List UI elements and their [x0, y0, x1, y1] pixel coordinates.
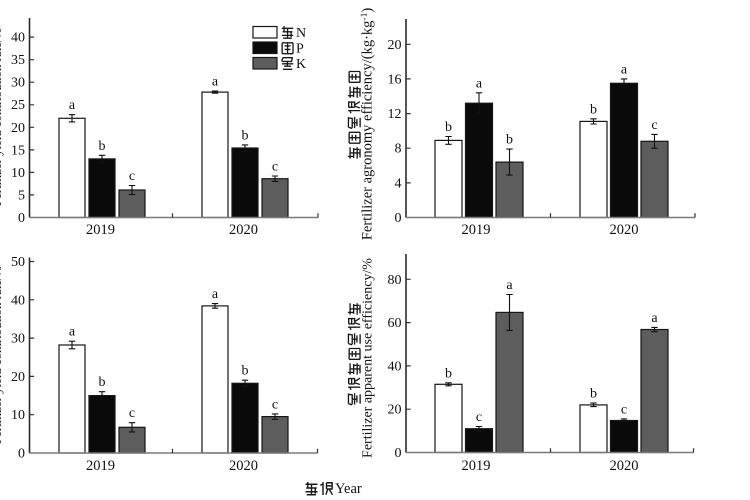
svg-text:0: 0: [18, 447, 25, 462]
svg-text:20: 20: [11, 121, 25, 136]
svg-text:a: a: [212, 75, 219, 90]
svg-text:a: a: [69, 98, 76, 113]
svg-text:c: c: [129, 169, 135, 184]
svg-text:a: a: [212, 287, 219, 302]
svg-text:20: 20: [11, 370, 25, 385]
svg-text:K: K: [296, 57, 306, 72]
svg-text:c: c: [272, 397, 278, 412]
svg-text:30: 30: [11, 332, 25, 347]
svg-text:2019: 2019: [86, 458, 115, 474]
svg-text:Fertilizer yield contribution: Fertilizer yield contribution rate/%: [0, 28, 4, 206]
svg-text:5: 5: [18, 188, 25, 203]
svg-text:40: 40: [11, 31, 25, 46]
svg-text:2019: 2019: [462, 458, 491, 474]
svg-text:b: b: [445, 120, 452, 135]
svg-text:P: P: [296, 42, 304, 57]
svg-text:b: b: [590, 387, 597, 402]
svg-text:40: 40: [388, 359, 402, 374]
svg-text:Fertilizer agronomy efficiency: Fertilizer agronomy efficiency/(kg·kg-1): [360, 8, 376, 241]
svg-text:b: b: [445, 366, 452, 381]
svg-text:0: 0: [395, 211, 402, 226]
svg-text:c: c: [272, 160, 278, 175]
svg-text:Fertilizer apparent use effici: Fertilizer apparent use efficiency/%: [361, 258, 376, 458]
svg-text:2020: 2020: [229, 222, 258, 238]
svg-text:2020: 2020: [610, 458, 639, 474]
svg-text:c: c: [476, 410, 482, 425]
svg-text:a: a: [651, 311, 658, 326]
svg-text:20: 20: [388, 38, 402, 53]
svg-text:10: 10: [11, 408, 25, 423]
svg-text:c: c: [129, 406, 135, 421]
svg-text:40: 40: [11, 293, 25, 308]
svg-text:12: 12: [388, 107, 402, 122]
svg-text:0: 0: [395, 446, 402, 461]
svg-text:20: 20: [388, 403, 402, 418]
svg-text:30: 30: [11, 76, 25, 91]
svg-text:4: 4: [395, 176, 402, 191]
svg-text:Year: Year: [335, 481, 362, 497]
svg-text:c: c: [621, 402, 627, 417]
svg-text:c: c: [651, 118, 657, 133]
svg-text:N: N: [296, 26, 306, 41]
svg-text:b: b: [590, 102, 597, 117]
svg-text:2020: 2020: [229, 458, 258, 474]
svg-text:2019: 2019: [86, 222, 115, 238]
svg-text:60: 60: [388, 316, 402, 331]
svg-text:a: a: [476, 76, 483, 91]
svg-text:b: b: [242, 128, 249, 143]
svg-text:15: 15: [11, 143, 25, 158]
svg-text:0: 0: [18, 211, 25, 226]
svg-text:b: b: [99, 375, 106, 390]
svg-text:35: 35: [11, 53, 25, 68]
svg-text:16: 16: [388, 72, 402, 87]
svg-text:a: a: [506, 278, 513, 293]
svg-text:Fertilizer yield contribution: Fertilizer yield contribution rate/%: [0, 266, 4, 444]
svg-text:b: b: [506, 133, 513, 148]
svg-text:b: b: [242, 364, 249, 379]
svg-text:80: 80: [388, 273, 402, 288]
svg-text:a: a: [69, 325, 76, 340]
svg-text:2019: 2019: [462, 222, 491, 238]
svg-text:2020: 2020: [610, 222, 639, 238]
svg-text:50: 50: [11, 255, 25, 270]
svg-text:b: b: [99, 139, 106, 154]
svg-text:10: 10: [11, 166, 25, 181]
svg-text:25: 25: [11, 98, 25, 113]
svg-text:8: 8: [395, 142, 402, 157]
svg-text:a: a: [621, 62, 628, 77]
